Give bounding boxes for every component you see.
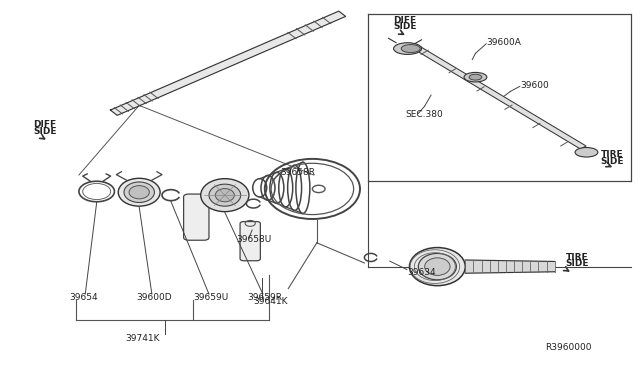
Text: DIFF: DIFF xyxy=(33,121,56,129)
Polygon shape xyxy=(415,47,586,149)
FancyBboxPatch shape xyxy=(240,222,260,261)
Text: SIDE: SIDE xyxy=(566,259,589,268)
Text: SEC.380: SEC.380 xyxy=(406,110,444,119)
Text: SIDE: SIDE xyxy=(33,126,57,136)
Ellipse shape xyxy=(410,247,465,286)
Ellipse shape xyxy=(425,258,450,275)
Text: 39641K: 39641K xyxy=(253,297,288,306)
Text: 39634: 39634 xyxy=(407,267,436,277)
Text: 39659U: 39659U xyxy=(193,293,228,302)
Text: 39741K: 39741K xyxy=(125,334,159,343)
Text: 39600: 39600 xyxy=(520,81,548,90)
Text: SIDE: SIDE xyxy=(600,157,624,166)
Ellipse shape xyxy=(129,186,149,199)
Text: 39600D: 39600D xyxy=(136,293,172,302)
Text: 39658U: 39658U xyxy=(236,235,271,244)
Polygon shape xyxy=(465,260,555,273)
Ellipse shape xyxy=(464,73,487,82)
Polygon shape xyxy=(110,11,346,115)
Ellipse shape xyxy=(394,43,422,54)
Text: R3960000: R3960000 xyxy=(545,343,592,352)
Text: 39659R: 39659R xyxy=(247,293,282,302)
Ellipse shape xyxy=(215,189,234,202)
Ellipse shape xyxy=(209,184,241,206)
Text: TIRE: TIRE xyxy=(566,253,588,262)
Ellipse shape xyxy=(124,182,154,202)
Text: 39600A: 39600A xyxy=(486,38,521,47)
Ellipse shape xyxy=(469,74,482,80)
Ellipse shape xyxy=(419,253,456,280)
Ellipse shape xyxy=(575,148,598,157)
Ellipse shape xyxy=(201,179,249,212)
Ellipse shape xyxy=(401,45,420,52)
Ellipse shape xyxy=(118,178,160,206)
Text: 39658R: 39658R xyxy=(280,167,315,177)
FancyBboxPatch shape xyxy=(184,194,209,240)
Text: SIDE: SIDE xyxy=(393,22,417,31)
Text: TIRE: TIRE xyxy=(600,150,623,160)
Text: 39654: 39654 xyxy=(69,293,98,302)
Text: DIFF: DIFF xyxy=(393,16,416,25)
